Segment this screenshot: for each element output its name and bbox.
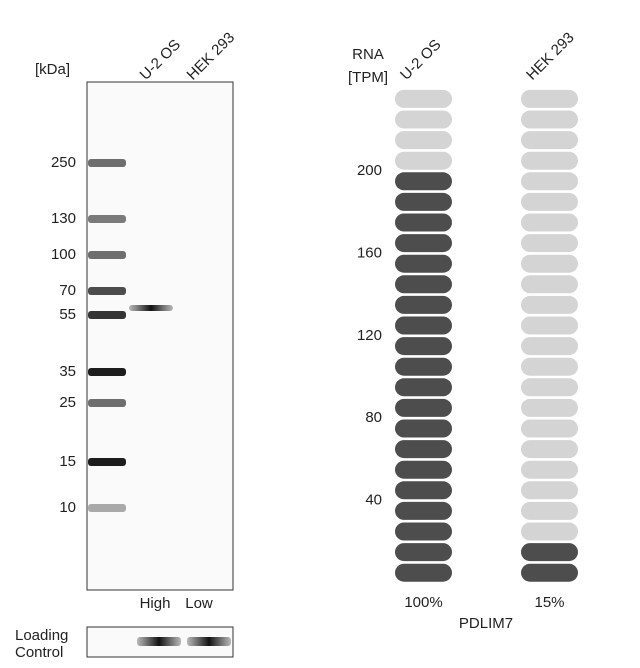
marker-label: 15	[59, 453, 76, 470]
marker-label: 25	[59, 394, 76, 411]
pill-filled	[395, 316, 452, 335]
pill-filled	[395, 357, 452, 376]
pill-empty	[521, 89, 578, 108]
pill-filled	[395, 543, 452, 562]
ladder-band	[88, 159, 126, 167]
pill-filled	[395, 481, 452, 500]
pill-filled	[521, 543, 578, 562]
lane-level: Low	[185, 595, 213, 612]
axis-label: [TPM]	[348, 69, 388, 86]
marker-label: 250	[51, 154, 76, 171]
pill-empty	[521, 419, 578, 438]
y-tick-label: 40	[365, 492, 382, 509]
y-tick-label: 200	[357, 162, 382, 179]
pill-empty	[521, 192, 578, 211]
pill-filled	[395, 295, 452, 314]
pill-empty	[521, 151, 578, 170]
pill-filled	[395, 234, 452, 253]
pill-empty	[395, 151, 452, 170]
pill-empty	[521, 234, 578, 253]
pill-filled	[395, 563, 452, 582]
lane-label: U-2 OS	[137, 36, 184, 83]
axis-label: RNA	[352, 46, 384, 63]
pill-empty	[521, 522, 578, 541]
marker-label: 100	[51, 246, 76, 263]
pill-filled	[395, 419, 452, 438]
pill-filled	[395, 172, 452, 191]
marker-label: 70	[59, 282, 76, 299]
pill-empty	[521, 131, 578, 150]
pill-empty	[521, 172, 578, 191]
pill-filled	[395, 460, 452, 479]
lane-label: HEK 293	[184, 29, 238, 83]
ladder-band	[88, 368, 126, 376]
pill-empty	[395, 110, 452, 129]
pill-empty	[521, 110, 578, 129]
ladder-band	[88, 458, 126, 466]
lane-level: High	[140, 595, 171, 612]
pill-empty	[521, 460, 578, 479]
pill-empty	[521, 440, 578, 459]
gene-name: PDLIM7	[459, 615, 513, 632]
percent-label: 100%	[404, 594, 442, 611]
pill-empty	[521, 295, 578, 314]
pill-empty	[521, 481, 578, 500]
pill-empty	[395, 131, 452, 150]
pill-filled	[395, 337, 452, 356]
sample-band	[129, 305, 173, 311]
pill-filled	[395, 501, 452, 520]
pill-empty	[395, 89, 452, 108]
pill-filled	[395, 440, 452, 459]
sample-label: U-2 OS	[397, 36, 444, 83]
marker-label: 10	[59, 499, 76, 516]
pill-empty	[521, 254, 578, 273]
marker-label: 35	[59, 363, 76, 380]
blot-frame	[86, 81, 234, 591]
loading-label: Loading	[15, 627, 68, 644]
ladder-band	[88, 504, 126, 512]
pill-filled	[395, 213, 452, 232]
loading-band	[187, 637, 231, 646]
pill-empty	[521, 398, 578, 417]
pill-empty	[521, 213, 578, 232]
loading-band	[137, 637, 181, 646]
ladder-band	[88, 311, 126, 319]
pill-empty	[521, 378, 578, 397]
pill-empty	[521, 337, 578, 356]
ladder-band	[88, 399, 126, 407]
sample-label: HEK 293	[523, 29, 577, 83]
percent-label: 15%	[534, 594, 564, 611]
pill-filled	[521, 563, 578, 582]
pill-filled	[395, 254, 452, 273]
pill-filled	[395, 275, 452, 294]
pill-empty	[521, 357, 578, 376]
ladder-band	[88, 287, 126, 295]
unit-label: [kDa]	[35, 61, 70, 78]
pill-empty	[521, 316, 578, 335]
y-tick-label: 80	[365, 409, 382, 426]
pill-filled	[395, 192, 452, 211]
ladder-band	[88, 215, 126, 223]
marker-label: 55	[59, 306, 76, 323]
pill-filled	[395, 398, 452, 417]
loading-label: Control	[15, 644, 63, 661]
marker-label: 130	[51, 210, 76, 227]
ladder-band	[88, 251, 126, 259]
pill-filled	[395, 378, 452, 397]
y-tick-label: 160	[357, 244, 382, 261]
y-tick-label: 120	[357, 327, 382, 344]
pill-empty	[521, 501, 578, 520]
ladder	[88, 159, 126, 512]
pill-filled	[395, 522, 452, 541]
pill-empty	[521, 275, 578, 294]
